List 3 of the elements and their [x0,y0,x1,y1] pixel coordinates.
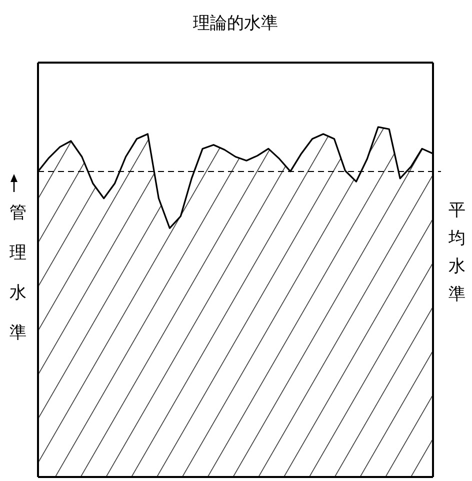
ref-line-label: 平均水準 [448,200,466,304]
ref-line-label: 理論的水準 [193,14,278,34]
y-axis-title: 管理水準 [10,203,26,343]
